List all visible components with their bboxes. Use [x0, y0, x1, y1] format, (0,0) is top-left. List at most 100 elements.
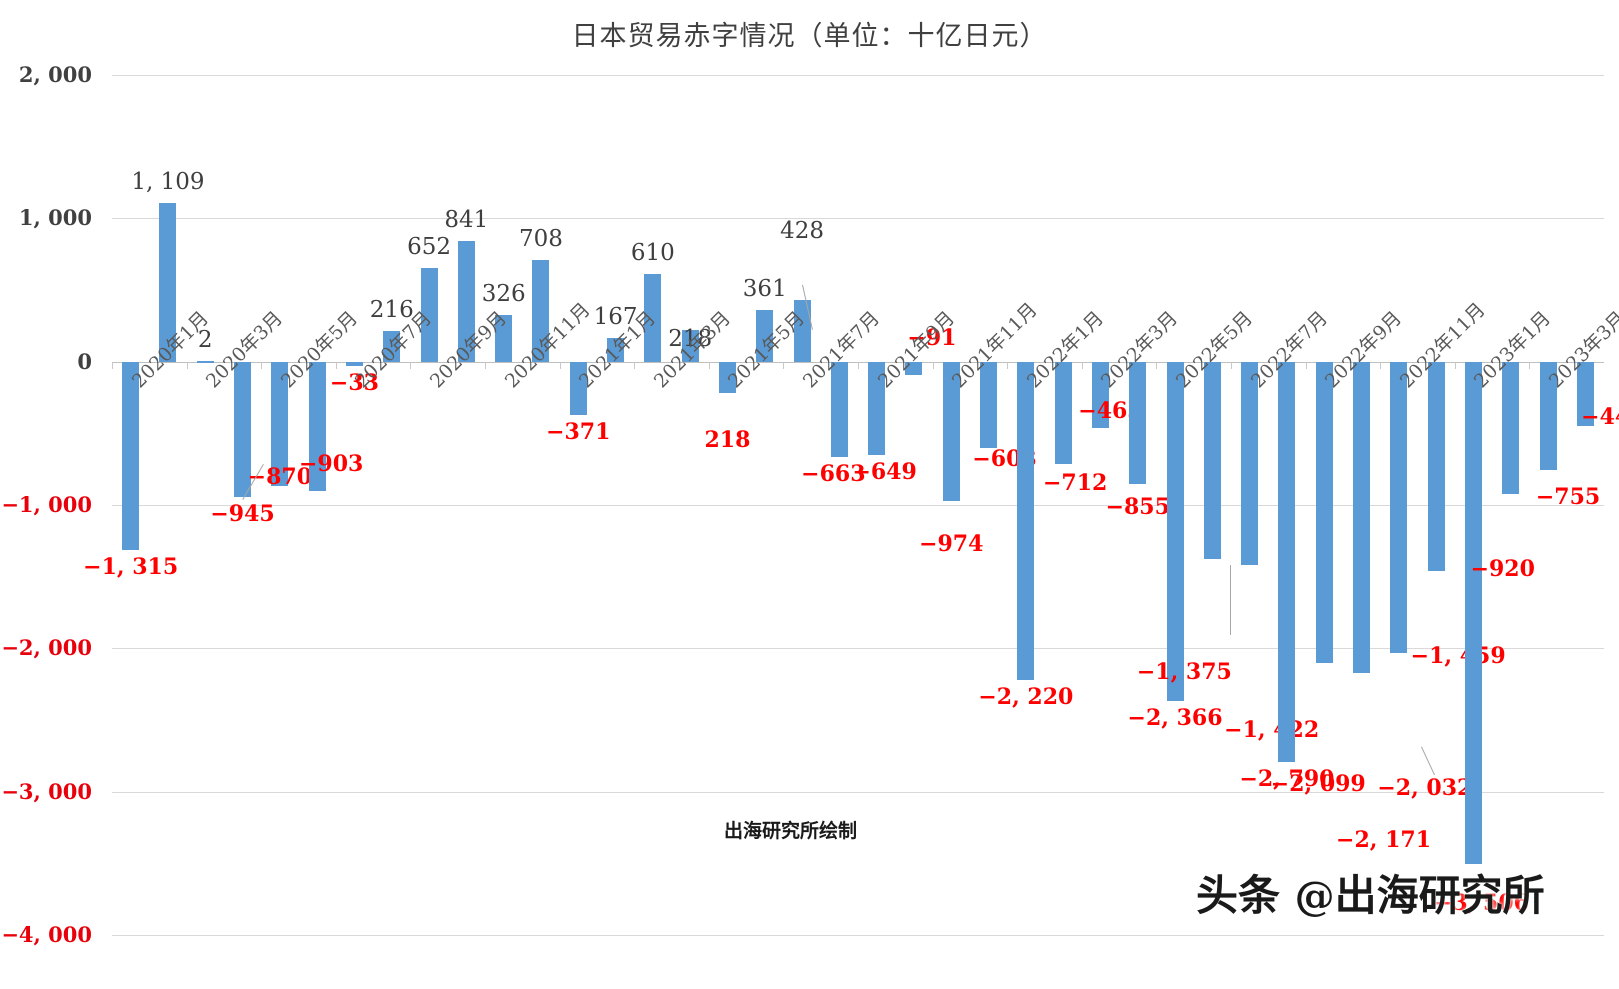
bar[interactable]: [495, 314, 513, 362]
x-axis-tick-mark: [485, 361, 486, 369]
bar-value-label: −2, 220: [978, 683, 1074, 710]
watermark: 头条 @出海研究所: [1196, 862, 1545, 923]
gridline-1000: [112, 218, 1604, 220]
bar-value-label: −371: [546, 418, 611, 445]
x-axis-tick-mark: [1305, 361, 1307, 369]
bar-value-label: −33: [329, 370, 379, 397]
bar[interactable]: [607, 337, 625, 362]
y-axis-tick-label: 1, 000: [18, 205, 92, 231]
gridline-2000: [112, 75, 1604, 76]
bar-value-label: 652: [407, 234, 451, 261]
x-axis-tick-mark: [410, 361, 412, 369]
bar[interactable]: [1315, 361, 1333, 663]
bar-value-label: −1, 459: [1410, 642, 1506, 669]
x-axis-tick-mark: [1380, 361, 1382, 369]
bar[interactable]: [681, 330, 699, 362]
bar[interactable]: [383, 330, 401, 362]
bar-value-label: 841: [444, 207, 489, 234]
gridline--2000: [112, 648, 1604, 650]
bar-value-label: −2, 032: [1377, 774, 1473, 801]
bar[interactable]: [868, 361, 886, 455]
plot-area: 2, 000 1, 000 0 −1, 000 −2, 000 −3, 000 −4, 00…: [1, 62, 1619, 947]
watermark-prefix: 头条: [1196, 871, 1295, 920]
bar-value-label: −855: [1105, 494, 1170, 521]
bar-value-label: 2: [197, 327, 213, 354]
y-axis-tick-label: −4, 000: [1, 922, 92, 947]
bar-value-label: −2, 171: [1336, 826, 1432, 853]
bar[interactable]: [1427, 361, 1445, 571]
bar-value-label: −712: [1042, 469, 1108, 496]
bar[interactable]: [980, 361, 998, 449]
bar[interactable]: [1502, 361, 1520, 494]
gridline--4000: [112, 935, 1604, 936]
x-axis-tick-mark: [1454, 361, 1456, 369]
x-axis-tick-mark: [559, 361, 561, 369]
bar-value-label: −870: [247, 464, 313, 491]
bar-value-label: 1, 109: [131, 168, 205, 195]
bar[interactable]: [569, 361, 587, 415]
bar[interactable]: [718, 361, 736, 393]
bar-value-label: 216: [369, 296, 414, 323]
x-axis-tick-mark: [186, 361, 188, 369]
x-axis-tick-mark: [261, 361, 263, 369]
bar[interactable]: [271, 361, 289, 487]
bar-value-label: 218: [668, 326, 713, 353]
bar-value-label: 610: [630, 240, 675, 267]
bar-value-label: −91: [907, 324, 957, 351]
bar-value-label: −755: [1535, 483, 1601, 510]
bar[interactable]: [1241, 361, 1259, 566]
bar-value-label: −2, 366: [1127, 704, 1223, 731]
bar[interactable]: [196, 361, 214, 364]
bar[interactable]: [1353, 361, 1371, 673]
x-axis-tick-mark: [1529, 361, 1531, 369]
bar-value-label: −974: [919, 531, 984, 558]
at-icon: @: [1294, 873, 1335, 920]
x-axis-tick-mark: [708, 361, 710, 369]
x-axis-tick-mark: [783, 361, 785, 369]
watermark-name: 出海研究所: [1334, 871, 1545, 920]
bar[interactable]: [644, 274, 662, 362]
bar[interactable]: [793, 300, 811, 362]
y-axis-tick-label: −1, 000: [1, 492, 92, 517]
bar[interactable]: [1166, 361, 1184, 701]
bar-value-label: 361: [742, 275, 787, 302]
bar[interactable]: [1390, 361, 1408, 653]
bar-value-label: 167: [593, 303, 638, 330]
bar[interactable]: [942, 361, 960, 502]
bar[interactable]: [1576, 361, 1594, 426]
bar[interactable]: [457, 241, 475, 362]
bar[interactable]: [159, 202, 177, 362]
y-axis-tick-label: 0: [77, 348, 92, 374]
bar[interactable]: [1017, 361, 1035, 680]
bar[interactable]: [308, 361, 326, 492]
x-axis-tick-mark: [1007, 361, 1009, 369]
bar[interactable]: [1091, 361, 1109, 429]
bar[interactable]: [1129, 361, 1147, 485]
bar[interactable]: [532, 260, 550, 362]
gridline--1000: [112, 505, 1604, 506]
label-leader-line: [1230, 565, 1231, 635]
bar[interactable]: [345, 361, 363, 367]
bar[interactable]: [234, 361, 252, 498]
bar[interactable]: [756, 309, 774, 362]
bar-value-label: 428: [780, 218, 824, 245]
x-axis-tick-mark: [1081, 361, 1083, 369]
bar[interactable]: [122, 361, 140, 551]
bar[interactable]: [1203, 361, 1221, 559]
y-axis-tick-label: −2, 000: [1, 635, 92, 661]
bar[interactable]: [1539, 361, 1557, 470]
bar[interactable]: [905, 361, 923, 375]
bar-value-label: −2, 790: [1239, 765, 1335, 792]
bar-value-label: −3, 506: [1433, 890, 1529, 917]
bar[interactable]: [1054, 361, 1072, 464]
bar-value-label: −1, 315: [83, 554, 179, 581]
bar-value-label: 708: [518, 226, 563, 253]
bar[interactable]: [420, 268, 438, 362]
bar[interactable]: [830, 361, 848, 457]
bar[interactable]: [1278, 361, 1296, 762]
y-axis-tick-label: 2, 000: [18, 62, 92, 87]
bar[interactable]: [1464, 361, 1482, 865]
x-axis-tick-mark: [1156, 361, 1158, 369]
chart-title: 日本贸易赤字情况（单位：十亿日元）: [571, 21, 1048, 52]
